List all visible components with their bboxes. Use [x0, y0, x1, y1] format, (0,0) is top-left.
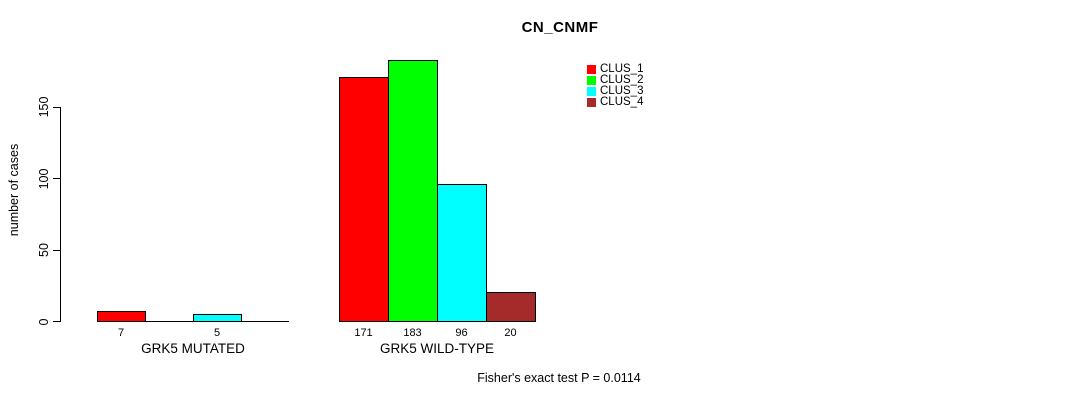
bar-value-label-CLUS_3-group-1: 5: [213, 327, 221, 339]
bar-CLUS_4-group-2: [486, 292, 536, 322]
y-tick-label-100: 100: [37, 168, 51, 190]
legend-row-CLUS_1: CLUS_1: [587, 63, 644, 75]
legend-swatch-CLUS_4: [587, 98, 596, 107]
bar-CLUS_3-group-2: [437, 184, 487, 322]
legend-swatch-CLUS_3: [587, 87, 596, 96]
legend: CLUS_1 CLUS_2 CLUS_3 CLUS_4: [587, 63, 644, 108]
chart-title: CN_CNMF: [521, 19, 599, 36]
group-label-2: GRK5 WILD-TYPE: [379, 341, 495, 356]
bar-CLUS_1-group-1: [97, 311, 146, 322]
legend-label-CLUS_3: CLUS_3: [600, 85, 644, 97]
y-axis-line: [60, 106, 61, 322]
legend-row-CLUS_2: CLUS_2: [587, 74, 644, 86]
bar-CLUS_1-group-2: [339, 77, 389, 322]
y-tick-label-50: 50: [37, 243, 51, 258]
legend-row-CLUS_4: CLUS_4: [587, 96, 644, 108]
y-tick-label-0: 0: [37, 318, 51, 325]
group-label-1: GRK5 MUTATED: [141, 341, 245, 356]
y-tick-0: [53, 321, 60, 322]
legend-label-CLUS_4: CLUS_4: [600, 96, 644, 108]
y-tick-50: [53, 249, 60, 251]
bar-CLUS_3-group-1: [193, 314, 242, 322]
legend-label-CLUS_1: CLUS_1: [600, 63, 644, 75]
bar-value-label-CLUS_3-group-2: 96: [455, 327, 468, 339]
legend-swatch-CLUS_2: [587, 76, 596, 85]
y-axis-label: number of cases: [7, 143, 21, 237]
bar-value-label-CLUS_1-group-1: 7: [117, 327, 125, 339]
y-tick-100: [53, 178, 60, 180]
y-tick-150: [53, 106, 60, 108]
bar-CLUS_2-group-2: [388, 60, 438, 322]
fisher-test-note: Fisher's exact test P = 0.0114: [477, 371, 641, 385]
bar-value-label-CLUS_4-group-2: 20: [504, 327, 517, 339]
y-tick-label-150: 150: [37, 97, 51, 118]
legend-label-CLUS_2: CLUS_2: [600, 74, 644, 86]
legend-swatch-CLUS_1: [587, 65, 596, 74]
bar-value-label-CLUS_1-group-2: 171: [354, 327, 373, 339]
legend-row-CLUS_3: CLUS_3: [587, 85, 644, 97]
bar-value-label-CLUS_2-group-2: 183: [403, 327, 422, 339]
